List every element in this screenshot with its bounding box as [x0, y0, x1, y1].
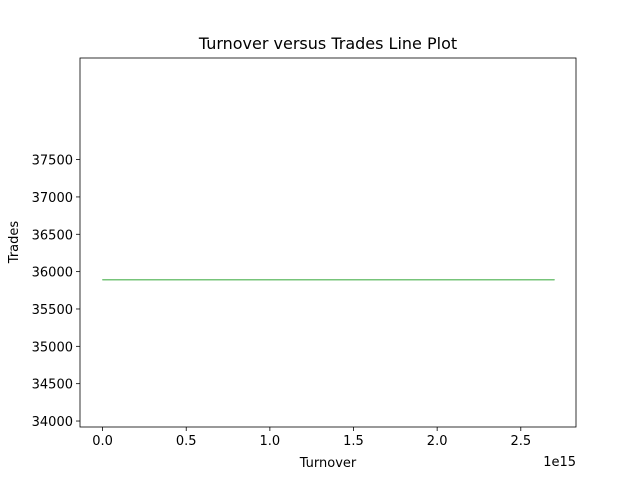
axes-frame	[79, 57, 577, 428]
data-point	[118, 279, 120, 281]
data-point	[110, 279, 112, 281]
y-axis-label: Trades	[7, 221, 22, 265]
y-tick-label: 34500	[32, 378, 73, 393]
data-point	[105, 279, 107, 281]
data-point	[553, 279, 555, 281]
x-tick-label: 0.5	[176, 434, 197, 449]
x-axis-offset-label: 1e15	[543, 455, 576, 470]
plot-area: 0.0 0.5 1.0 1.5 2.0 2.5 34000 34500 35000 35500 36…	[32, 57, 577, 449]
data-point	[152, 279, 154, 281]
data-point	[269, 279, 271, 281]
y-tick-label: 35500	[32, 303, 73, 318]
x-tick-label: 2.0	[427, 434, 448, 449]
y-tick-label: 36500	[32, 228, 73, 243]
x-tick-label: 1.5	[343, 434, 364, 449]
y-tick-label: 37500	[32, 154, 73, 169]
y-tick-label: 36000	[32, 266, 73, 281]
data-point	[102, 279, 104, 281]
data-point	[352, 279, 355, 281]
y-tick-label: 34000	[32, 415, 73, 430]
data-point	[436, 279, 438, 281]
y-tick-label: 35000	[32, 340, 73, 355]
x-tick-label: 1.0	[260, 434, 281, 449]
x-tick-label: 0.0	[92, 434, 113, 449]
x-tick-label: 2.5	[510, 434, 531, 449]
data-point	[520, 279, 522, 281]
y-tick-label: 37000	[32, 191, 73, 206]
data-point	[185, 279, 187, 281]
x-axis-label: Turnover	[299, 456, 357, 471]
chart-title: Turnover versus Trades Line Plot	[198, 34, 457, 53]
